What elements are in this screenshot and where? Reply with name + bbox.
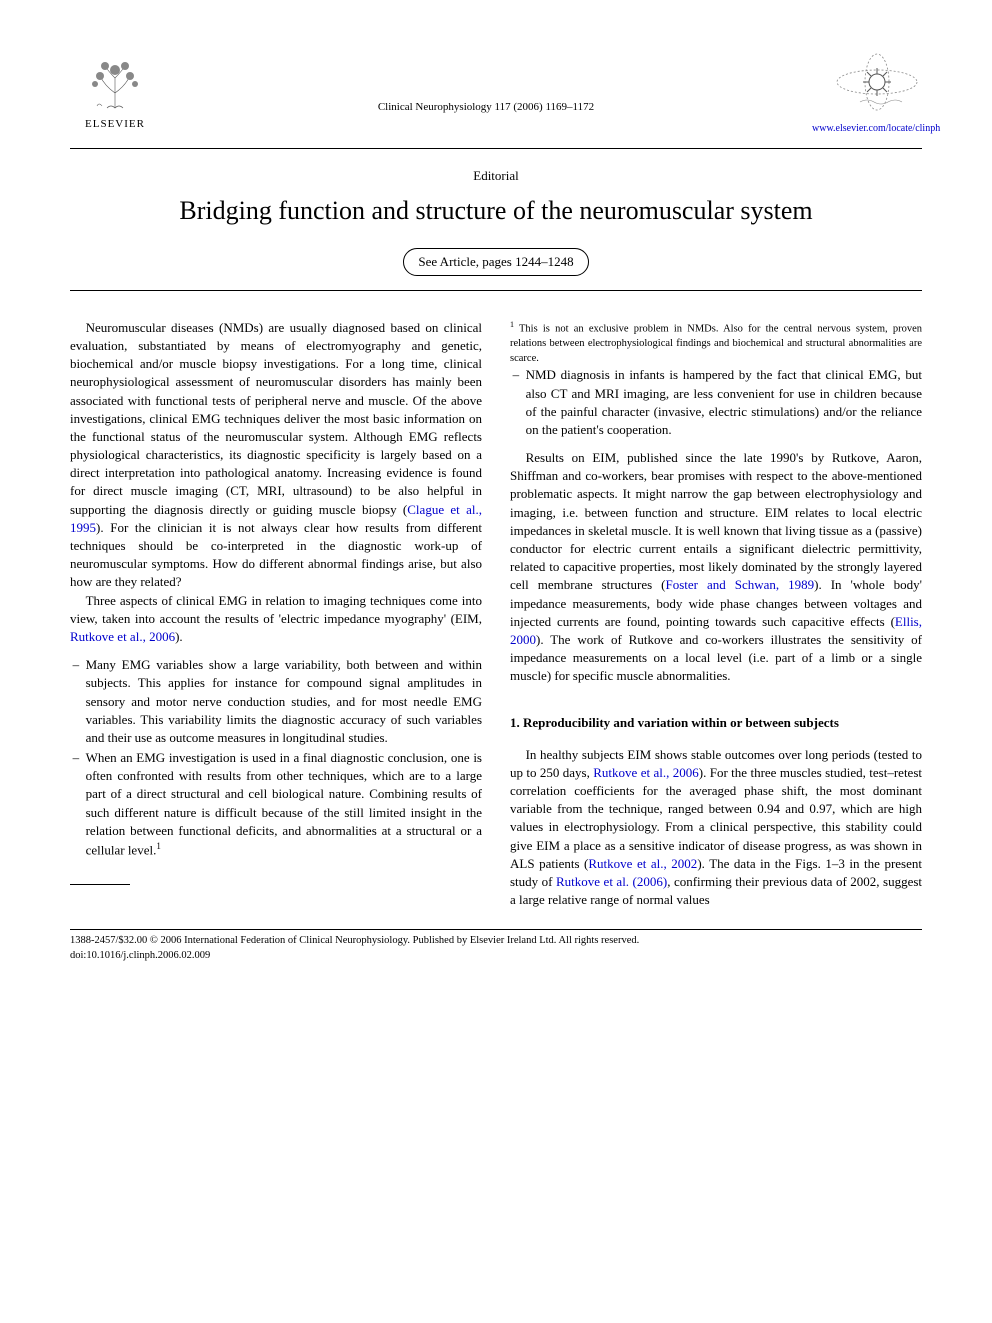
paragraph-1: Neuromuscular diseases (NMDs) are usuall…: [70, 319, 482, 592]
citation-foster-1989[interactable]: Foster and Schwan, 1989: [665, 577, 814, 592]
citation-rutkove-2002[interactable]: Rutkove et al., 2002: [588, 856, 697, 871]
journal-url-link[interactable]: www.elsevier.com/locate/clinph: [812, 122, 922, 136]
bullet-item-3: NMD diagnosis in infants is hampered by …: [510, 366, 922, 439]
footer-rule: [70, 929, 922, 930]
copyright-line: 1388-2457/$32.00 © 2006 International Fe…: [70, 934, 922, 949]
header-rule: [70, 148, 922, 149]
doi-line: doi:10.1016/j.clinph.2006.02.009: [70, 949, 922, 964]
publisher-name: ELSEVIER: [85, 117, 145, 132]
p1a: Neuromuscular diseases (NMDs) are usuall…: [70, 320, 482, 517]
page-footer: 1388-2457/$32.00 © 2006 International Fe…: [70, 929, 922, 963]
p2b: ).: [175, 629, 183, 644]
body-columns: Neuromuscular diseases (NMDs) are usuall…: [70, 319, 922, 910]
section-1-p1: In healthy subjects EIM shows stable out…: [510, 746, 922, 910]
neurophysiology-icon: [832, 50, 922, 115]
journal-logo: www.elsevier.com/locate/clinph: [812, 50, 922, 136]
see-article-link[interactable]: See Article, pages 1244–1248: [403, 248, 588, 276]
section-1-heading: 1. Reproducibility and variation within …: [510, 714, 922, 732]
paragraph-3: Results on EIM, published since the late…: [510, 449, 922, 685]
bullet2-text: When an EMG investigation is used in a f…: [86, 750, 482, 857]
page-header: ELSEVIER Clinical Neurophysiology 117 (2…: [70, 50, 922, 140]
bullet-list: Many EMG variables show a large variabil…: [70, 656, 482, 859]
p2a: Three aspects of clinical EMG in relatio…: [70, 593, 482, 626]
publisher-logo: ELSEVIER: [70, 50, 160, 140]
footnote-marker-1[interactable]: 1: [156, 841, 161, 851]
article-title: Bridging function and structure of the n…: [70, 193, 922, 229]
p3c: ). The work of Rutkove and co-workers il…: [510, 632, 922, 683]
article-type: Editorial: [70, 167, 922, 185]
p1b: ). For the clinician it is not always cl…: [70, 520, 482, 590]
paragraph-2: Three aspects of clinical EMG in relatio…: [70, 592, 482, 647]
footnote-rule: [70, 884, 130, 885]
p3a: Results on EIM, published since the late…: [510, 450, 922, 592]
journal-citation: Clinical Neurophysiology 117 (2006) 1169…: [160, 50, 812, 115]
citation-rutkove-2006a[interactable]: Rutkove et al., 2006: [70, 629, 175, 644]
see-article-wrap: See Article, pages 1244–1248: [70, 248, 922, 276]
footnote-text: This is not an exclusive problem in NMDs…: [510, 323, 922, 363]
title-rule: [70, 290, 922, 291]
citation-rutkove-2006c[interactable]: Rutkove et al. (2006): [556, 874, 667, 889]
elsevier-tree-icon: [85, 58, 145, 113]
bullet-list-cont: NMD diagnosis in infants is hampered by …: [510, 366, 922, 439]
bullet-item-1: Many EMG variables show a large variabil…: [70, 656, 482, 747]
bullet-item-2: When an EMG investigation is used in a f…: [70, 749, 482, 859]
footnote-1: 1 This is not an exclusive problem in NM…: [510, 319, 922, 367]
citation-rutkove-2006b[interactable]: Rutkove et al., 2006: [593, 765, 699, 780]
